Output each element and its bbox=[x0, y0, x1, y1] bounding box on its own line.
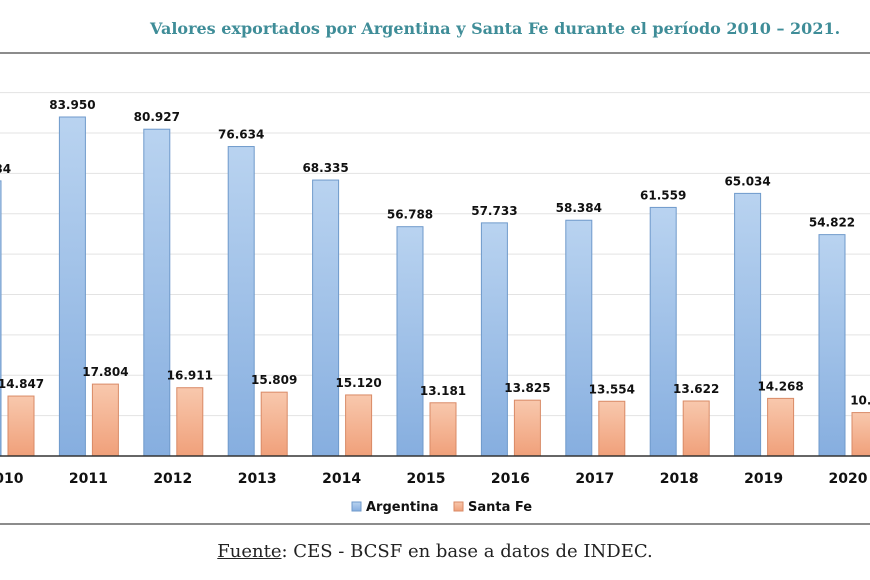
argentina-bar-2011 bbox=[58, 116, 86, 457]
argentina-bar-2014 bbox=[312, 179, 340, 457]
argentina-bar-2016 bbox=[480, 222, 508, 457]
santa-fe-bar-2019 bbox=[767, 397, 795, 457]
legend-label-0: Argentina bbox=[366, 500, 439, 515]
x-tick-2011: 2011 bbox=[69, 471, 108, 487]
santa-fe-label-2011: 17.804 bbox=[82, 365, 128, 379]
argentina-bar-2020 bbox=[818, 234, 846, 457]
x-tick-2012: 2012 bbox=[153, 471, 192, 487]
argentina-label-2018: 61.559 bbox=[640, 188, 686, 202]
santa-fe-bar-2011 bbox=[91, 383, 119, 457]
x-tick-2014: 2014 bbox=[322, 471, 361, 487]
argentina-label-2013: 76.634 bbox=[218, 128, 264, 142]
x-tick-2016: 2016 bbox=[491, 471, 530, 487]
santa-fe-label-2010: 14.847 bbox=[0, 377, 44, 391]
source-text: : CES - BCSF en base a datos de INDEC. bbox=[281, 541, 653, 562]
legend-swatch-0 bbox=[351, 501, 362, 512]
x-tick-2013: 2013 bbox=[238, 471, 277, 487]
santa-fe-bar-2018 bbox=[682, 400, 710, 457]
santa-fe-label-2012: 16.911 bbox=[167, 369, 213, 383]
santa-fe-bar-2015 bbox=[429, 402, 457, 457]
argentina-bar-2018 bbox=[649, 206, 677, 457]
argentina-bar-2010 bbox=[0, 180, 2, 457]
argentina-bar-2012 bbox=[143, 128, 171, 457]
argentina-bar-2017 bbox=[565, 219, 593, 457]
santa-fe-bar-2014 bbox=[345, 394, 373, 457]
santa-fe-bar-2017 bbox=[598, 400, 626, 457]
argentina-label-2014: 68.335 bbox=[302, 161, 348, 175]
santa-fe-label-2018: 13.622 bbox=[673, 382, 719, 396]
x-tick-2015: 2015 bbox=[407, 471, 446, 487]
x-tick-2020: 2020 bbox=[829, 471, 868, 487]
argentina-bar-2015 bbox=[396, 226, 424, 457]
x-tick-2018: 2018 bbox=[660, 471, 699, 487]
argentina-label-2010: 68.134 bbox=[0, 162, 11, 176]
santa-fe-label-2015: 13.181 bbox=[420, 384, 466, 398]
santa-fe-label-2013: 15.809 bbox=[251, 373, 297, 387]
x-tick-2010: 2010 bbox=[0, 471, 24, 487]
x-tick-2019: 2019 bbox=[744, 471, 783, 487]
argentina-bar-2013 bbox=[227, 146, 255, 457]
santa-fe-label-2017: 13.554 bbox=[589, 382, 635, 396]
argentina-label-2011: 83.950 bbox=[49, 98, 95, 112]
legend-swatch-1 bbox=[453, 501, 464, 512]
argentina-label-2012: 80.927 bbox=[134, 110, 180, 124]
argentina-label-2015: 56.788 bbox=[387, 208, 433, 222]
santa-fe-bar-2016 bbox=[513, 399, 541, 457]
santa-fe-label-2016: 13.825 bbox=[504, 381, 550, 395]
argentina-label-2017: 58.384 bbox=[556, 201, 602, 215]
source-label: Fuente bbox=[217, 541, 282, 562]
argentina-label-2019: 65.034 bbox=[724, 174, 770, 188]
source-note: Fuente: CES - BCSF en base a datos de IN… bbox=[0, 541, 870, 562]
santa-fe-bar-2020 bbox=[851, 412, 870, 457]
argentina-bar-2019 bbox=[734, 192, 762, 457]
santa-fe-label-2020: 10.7 bbox=[850, 394, 870, 408]
chart-title: Valores exportados por Argentina y Santa… bbox=[150, 19, 841, 38]
santa-fe-label-2019: 14.268 bbox=[757, 379, 803, 393]
argentina-label-2016: 57.733 bbox=[471, 204, 517, 218]
santa-fe-bar-2013 bbox=[260, 391, 288, 457]
santa-fe-bar-2010 bbox=[7, 395, 35, 457]
santa-fe-bar-2012 bbox=[176, 387, 204, 457]
santa-fe-label-2014: 15.120 bbox=[335, 376, 381, 390]
argentina-label-2020: 54.822 bbox=[809, 216, 855, 230]
legend-label-1: Santa Fe bbox=[468, 500, 532, 515]
x-tick-2017: 2017 bbox=[575, 471, 614, 487]
